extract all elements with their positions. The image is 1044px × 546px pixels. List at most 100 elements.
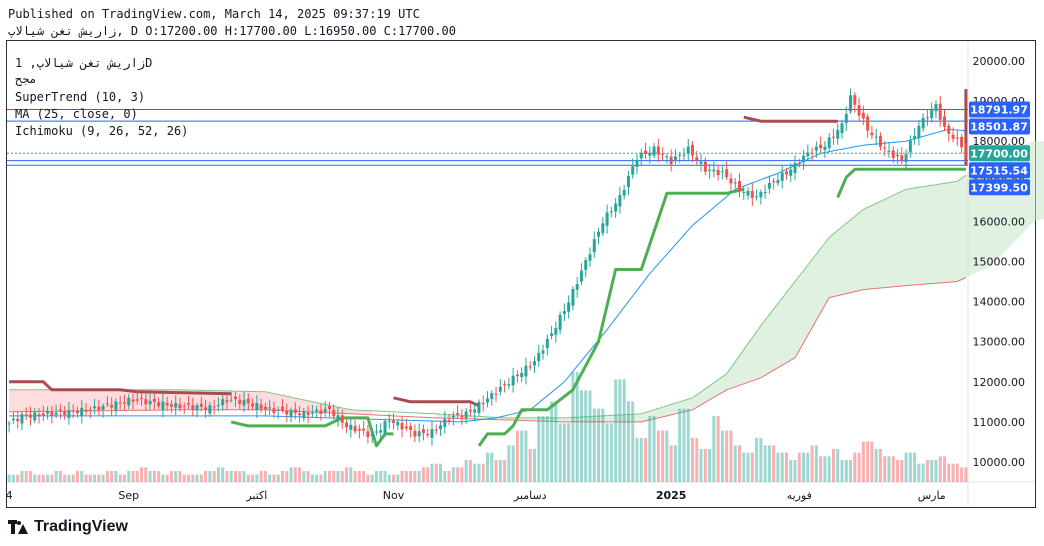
legend-exchange: مجح <box>15 72 37 86</box>
supertrend-down-line <box>743 115 838 123</box>
y-tick-label: 18000.00 <box>973 135 1026 148</box>
legend-ma[interactable]: MA (25, close, 0) <box>15 107 138 121</box>
volume-bar <box>861 441 865 482</box>
candle-body <box>866 116 870 131</box>
volume-bar <box>537 416 541 482</box>
candle-body <box>110 404 114 408</box>
legend-supertrend[interactable]: SuperTrend (10, 3) <box>15 90 146 104</box>
volume-bar <box>665 430 669 482</box>
candle-body <box>878 136 882 147</box>
volume-bar <box>152 471 156 482</box>
candle-body <box>532 361 536 366</box>
candle-body <box>849 95 853 112</box>
volume-bar <box>323 471 327 482</box>
candle-body <box>152 398 156 402</box>
candle-body <box>528 366 532 368</box>
y-tick-label: 11000.00 <box>973 416 1026 429</box>
volume-bar <box>524 430 528 482</box>
volume-bar <box>174 471 178 482</box>
candle-body <box>571 289 575 306</box>
candle-body <box>221 399 225 406</box>
candle-body <box>750 190 754 198</box>
legend-ichimoku[interactable]: Ichimoku (9, 26, 52, 26) <box>15 124 189 138</box>
candle-body <box>268 407 272 409</box>
volume-bar <box>601 408 605 482</box>
volume-bar <box>135 471 139 482</box>
volume-bar <box>199 474 203 482</box>
y-tick-label: 20000.00 <box>973 55 1026 68</box>
candle-body <box>135 399 139 401</box>
candle-body <box>900 155 904 162</box>
candle-body <box>332 409 336 417</box>
candle-body <box>174 403 178 408</box>
tradingview-brand: TradingView <box>8 518 128 536</box>
volume-bar <box>789 460 793 482</box>
candle-body <box>409 426 413 431</box>
candle-body <box>601 223 605 234</box>
moving-average-line <box>9 128 966 423</box>
candle-body <box>131 399 135 402</box>
volume-bar <box>50 474 54 482</box>
volume-bar <box>844 460 848 482</box>
volume-bar <box>733 445 737 482</box>
volume-bar <box>669 445 673 482</box>
volume-bar <box>383 471 387 482</box>
candle-body <box>289 409 293 417</box>
candle-body <box>362 428 366 431</box>
candle-body <box>806 152 810 157</box>
volume-bar <box>225 471 229 482</box>
volume-bar <box>964 467 968 482</box>
candle-body <box>169 404 173 407</box>
volume-bar <box>635 438 639 482</box>
candle-body <box>925 117 929 119</box>
candle-body <box>686 146 690 154</box>
candle-body <box>618 195 622 207</box>
volume-bar <box>366 474 370 482</box>
volume-bar <box>925 460 929 482</box>
volume-bar <box>708 449 712 482</box>
volume-bar <box>947 463 951 482</box>
candle-body <box>340 415 344 423</box>
candle-body <box>187 403 191 405</box>
volume-bar <box>101 474 105 482</box>
volume-bar <box>345 467 349 482</box>
candle-body <box>588 254 592 261</box>
volume-bar <box>913 452 917 482</box>
candle-body <box>831 136 835 138</box>
candle-body <box>550 333 554 337</box>
candle-body <box>114 401 118 411</box>
volume-bar <box>105 471 109 482</box>
candle-body <box>964 149 968 156</box>
volume-bar <box>409 471 413 482</box>
candle-body <box>392 420 396 424</box>
volume-bar <box>255 474 259 482</box>
volume-bar <box>836 449 840 482</box>
candle-body <box>387 421 391 423</box>
volume-bar <box>866 441 870 482</box>
candle-body <box>652 146 656 156</box>
volume-bar <box>541 416 545 482</box>
volume-bar <box>443 471 447 482</box>
price-label: 17515.54 <box>970 164 1028 177</box>
candle-body <box>182 405 186 407</box>
x-tick-label: فوریه <box>787 489 812 502</box>
candle-body <box>46 411 50 414</box>
candle-body <box>63 411 67 416</box>
candle-body <box>421 429 425 434</box>
candle-body <box>520 372 524 378</box>
price-label: 17700.00 <box>970 147 1028 160</box>
volume-bar <box>131 471 135 482</box>
volume-bar <box>46 474 50 482</box>
price-label-box <box>969 101 1030 118</box>
volume-bar <box>336 471 340 482</box>
volume-bar <box>392 474 396 482</box>
volume-bar <box>699 449 703 482</box>
volume-bar <box>229 471 233 482</box>
candle-body <box>439 425 443 430</box>
volume-bar <box>934 460 938 482</box>
candle-body <box>404 426 408 429</box>
x-tick-label: دسامبر <box>513 489 547 502</box>
volume-bar <box>507 445 511 482</box>
y-tick-label: 10000.00 <box>973 456 1026 469</box>
